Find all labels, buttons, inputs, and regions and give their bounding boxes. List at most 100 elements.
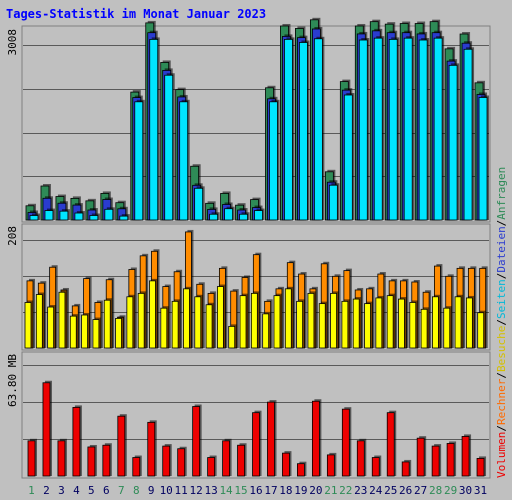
- top-panel-ymax-label: 3008: [6, 29, 19, 56]
- day-label-11: 11: [175, 484, 188, 497]
- legend-separator: /: [495, 372, 508, 379]
- bar-seiten-day-12: [194, 187, 204, 221]
- bar-rechner-3: [47, 306, 55, 349]
- bar-volumen-day-7: [117, 415, 126, 477]
- bar-volumen-day-10: [162, 445, 171, 477]
- bar-rechner-9: [115, 318, 122, 349]
- bar-volumen-day-23: [356, 440, 365, 477]
- bar-rechner-1: [24, 302, 32, 349]
- bar-volumen-day-25: [386, 412, 395, 477]
- bar-volumen-day-8: [132, 457, 141, 477]
- bar-volumen-day-1: [27, 440, 36, 477]
- day-label-10: 10: [160, 484, 173, 497]
- bar-volumen-day-2: [42, 382, 51, 477]
- bar-volumen-day-20: [311, 400, 320, 477]
- bar-rechner-27: [318, 303, 326, 349]
- bar-seiten-day-31: [478, 97, 488, 221]
- day-label-24: 24: [369, 484, 383, 497]
- bar-rechner-41: [477, 312, 485, 349]
- day-label-20: 20: [309, 484, 322, 497]
- bar-rechner-32: [375, 297, 383, 349]
- bottom-panel-ymax-label: 63.80 MB: [6, 354, 19, 407]
- bar-seiten-day-18: [284, 39, 293, 221]
- panel-bottom-frame: [21, 351, 491, 479]
- bar-rechner-12: [149, 280, 156, 349]
- day-label-29: 29: [444, 484, 457, 497]
- bar-rechner-39: [454, 296, 462, 349]
- bars: [24, 17, 490, 477]
- bar-volumen-day-31: [476, 458, 485, 477]
- bar-seiten-day-25: [388, 39, 398, 221]
- bar-rechner-30: [352, 298, 360, 349]
- bar-seiten-day-30: [463, 48, 473, 221]
- bar-seiten-day-1: [29, 215, 39, 221]
- bar-volumen-day-28: [431, 445, 440, 477]
- bar-rechner-34: [398, 298, 405, 349]
- day-label-7: 7: [118, 484, 125, 497]
- day-label-9: 9: [148, 484, 155, 497]
- bar-volumen-day-5: [87, 446, 96, 477]
- day-label-22: 22: [339, 484, 352, 497]
- bar-seiten-day-21: [328, 184, 338, 221]
- bar-seiten-day-27: [418, 39, 428, 221]
- legend-anfragen: Anfragen: [495, 167, 508, 220]
- bar-rechner-22: [262, 313, 270, 349]
- bar-volumen-day-4: [72, 406, 81, 477]
- day-label-6: 6: [103, 484, 110, 497]
- bar-seiten-day-26: [403, 37, 413, 221]
- bar-rechner-23: [273, 295, 281, 349]
- legend-separator: /: [495, 319, 508, 326]
- bar-volumen-day-17: [267, 401, 275, 477]
- bar-rechner-19: [228, 325, 236, 349]
- legend-separator: /: [495, 220, 508, 227]
- bar-volumen-day-11: [177, 448, 186, 477]
- day-label-28: 28: [429, 484, 442, 497]
- bar-seiten-day-8: [134, 101, 144, 221]
- bar-seiten-day-22: [343, 94, 353, 221]
- bar-rechner-5: [69, 315, 77, 349]
- bar-rechner-15: [183, 288, 190, 349]
- bar-seiten-day-23: [358, 39, 368, 221]
- day-label-8: 8: [133, 484, 140, 497]
- axis-labels: 1 2 3 4 5 6 7 8 9 10 11 12 13 14 15 16 17 18 19 20 21 22 23 24 2…: [28, 484, 487, 497]
- day-label-21: 21: [324, 484, 337, 497]
- middle-panel-ymax-label: 208: [6, 226, 19, 246]
- day-label-31: 31: [474, 484, 487, 497]
- bar-seiten-day-28: [433, 37, 443, 221]
- day-label-12: 12: [190, 484, 203, 497]
- panel-middle-frame: [21, 223, 491, 351]
- day-label-27: 27: [414, 484, 427, 497]
- bar-rechner-37: [432, 296, 439, 349]
- bar-volumen-day-13: [207, 457, 216, 477]
- bar-rechner-21: [250, 292, 258, 349]
- legend-seiten: Seiten: [495, 279, 508, 319]
- bar-rechner-2: [35, 294, 43, 349]
- bar-volumen-day-22: [341, 408, 350, 477]
- day-label-30: 30: [459, 484, 472, 497]
- bar-rechner-11: [137, 292, 145, 349]
- bar-rechner-28: [330, 292, 337, 349]
- day-label-5: 5: [88, 484, 95, 497]
- day-label-23: 23: [354, 484, 367, 497]
- bar-rechner-14: [171, 300, 179, 349]
- bar-seiten-day-7: [119, 215, 129, 221]
- bar-rechner-36: [420, 308, 428, 349]
- day-label-18: 18: [279, 484, 292, 497]
- bar-rechner-10: [126, 296, 134, 349]
- bar-rechner-24: [284, 288, 292, 349]
- bar-seiten-day-3: [59, 210, 69, 221]
- bar-seiten-day-2: [44, 210, 54, 221]
- bar-rechner-33: [386, 295, 394, 349]
- bar-rechner-29: [341, 300, 349, 349]
- chart-title: Tages-Statistik im Monat Januar 2023: [6, 7, 266, 21]
- bar-volumen-day-15: [237, 444, 245, 477]
- bar-volumen-day-14: [222, 440, 230, 477]
- day-label-4: 4: [73, 484, 80, 497]
- bar-seiten-day-4: [74, 212, 84, 221]
- bar-rechner-38: [443, 307, 451, 349]
- bar-seiten-day-11: [179, 101, 189, 221]
- legend-dateien: Dateien: [495, 226, 508, 272]
- bar-volumen-day-3: [57, 440, 66, 477]
- bar-seiten-day-10: [164, 74, 174, 221]
